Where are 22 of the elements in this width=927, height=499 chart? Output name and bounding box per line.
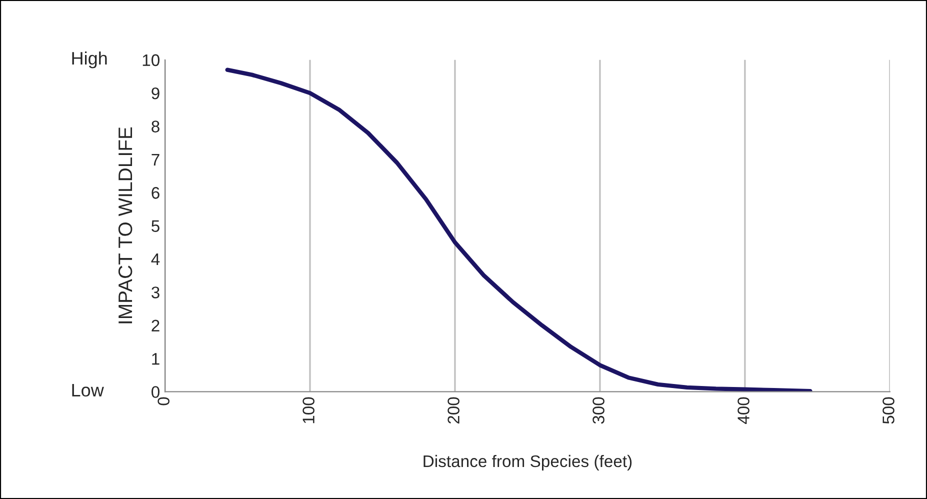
x-tick-label: 300 <box>592 397 604 424</box>
y-tick-label: 5 <box>152 220 160 232</box>
text: High <box>72 51 107 68</box>
x-tick-label: 200 <box>448 397 460 424</box>
y-tick-label: 4 <box>151 254 160 266</box>
x-tick-label: 0 <box>158 397 170 406</box>
y-tick-label: 8 <box>152 120 160 132</box>
y-axis-title: IMPACT TO WILDLIFE <box>118 127 132 324</box>
text: Low <box>72 384 104 397</box>
y-tick-label: 1 <box>152 353 160 365</box>
x-tick-label: 400 <box>738 397 750 424</box>
line-series <box>225 68 812 392</box>
y-tick-label: 9 <box>152 87 160 100</box>
y-tick-label: 7 <box>152 154 160 166</box>
x-tick-label: 500 <box>882 397 894 424</box>
y-tick-label: 2 <box>152 320 160 332</box>
x-axis-title: Distance from Species (feet) <box>424 454 632 470</box>
x-tick-label: 100 <box>302 397 314 424</box>
y-tick-label: 10 <box>142 54 160 66</box>
y-tick-label: 3 <box>152 286 160 298</box>
y-tick-label: 0 <box>152 386 160 398</box>
y-tick-label: 6 <box>152 187 160 199</box>
